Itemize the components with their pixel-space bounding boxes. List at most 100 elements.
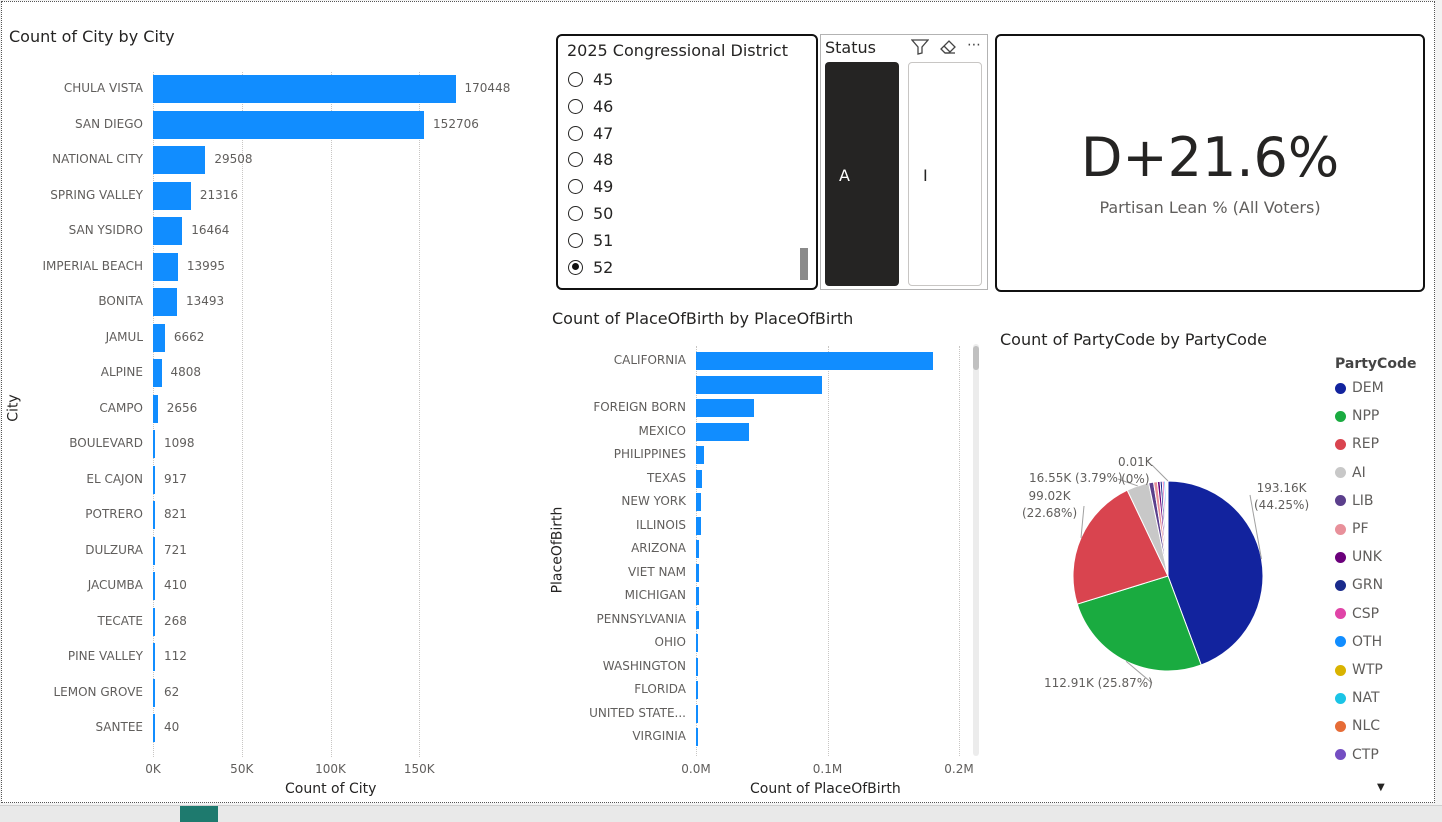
- legend-swatch: [1335, 636, 1346, 647]
- legend-item-pf[interactable]: PF: [1335, 521, 1369, 537]
- status-tile-a-label: A: [839, 166, 850, 185]
- bar: [696, 705, 698, 723]
- bar: [153, 253, 178, 281]
- district-option-48[interactable]: 48: [568, 150, 613, 169]
- data-label: 13493: [186, 294, 224, 308]
- radio-button[interactable]: [568, 206, 583, 221]
- gridline: [419, 72, 420, 757]
- bar: [696, 470, 702, 488]
- legend-swatch: [1335, 411, 1346, 422]
- category-label: MICHIGAN: [547, 588, 686, 602]
- category-label: POTRERO: [2, 507, 143, 521]
- legend-swatch: [1335, 749, 1346, 760]
- district-slicer[interactable]: 2025 Congressional District 45 46 47 48 49 50…: [556, 34, 818, 290]
- bar: [696, 728, 698, 746]
- category-label: TECATE: [2, 614, 143, 628]
- legend-item-lib[interactable]: LIB: [1335, 493, 1374, 509]
- bar: [153, 182, 191, 210]
- eraser-icon[interactable]: [939, 39, 957, 59]
- legend-label: AI: [1352, 465, 1366, 481]
- bar: [696, 399, 754, 417]
- legend-label: UNK: [1352, 549, 1382, 565]
- category-label: CALIFORNIA: [547, 353, 686, 367]
- legend-label: CTP: [1352, 747, 1379, 763]
- legend-item-csp[interactable]: CSP: [1335, 606, 1379, 622]
- legend-item-rep[interactable]: REP: [1335, 436, 1379, 452]
- bar: [696, 681, 698, 699]
- district-slicer-title: 2025 Congressional District: [567, 41, 788, 60]
- report-canvas: Count of City by City City Count of City…: [1, 1, 1435, 803]
- legend-item-dem[interactable]: DEM: [1335, 380, 1384, 396]
- district-option-45[interactable]: 45: [568, 70, 613, 89]
- x-tick-label: 0.0M: [681, 762, 710, 776]
- legend-item-unk[interactable]: UNK: [1335, 549, 1382, 565]
- bar: [153, 324, 165, 352]
- district-option-49[interactable]: 49: [568, 177, 613, 196]
- status-tile-a[interactable]: A: [825, 62, 899, 286]
- data-label: 721: [164, 543, 187, 557]
- district-option-label: 46: [593, 97, 613, 116]
- legend-item-nat[interactable]: NAT: [1335, 690, 1380, 706]
- legend-swatch: [1335, 608, 1346, 619]
- bar: [696, 493, 701, 511]
- bar: [153, 679, 155, 707]
- x-tick-label: 50K: [230, 762, 253, 776]
- kpi-value: D+21.6%: [997, 128, 1423, 188]
- radio-button[interactable]: [568, 72, 583, 87]
- district-scrollbar[interactable]: [800, 248, 808, 280]
- legend-item-nlc[interactable]: NLC: [1335, 718, 1380, 734]
- legend-title: PartyCode: [1335, 356, 1416, 372]
- bar: [696, 517, 701, 535]
- legend-swatch: [1335, 693, 1346, 704]
- pie-leader-line: [1152, 465, 1168, 481]
- legend-item-ctp[interactable]: CTP: [1335, 747, 1379, 763]
- partycode-pie-chart[interactable]: Count of PartyCode by PartyCode 193.16K(…: [992, 302, 1432, 802]
- legend-item-wtp[interactable]: WTP: [1335, 662, 1383, 678]
- filter-icon[interactable]: [911, 39, 929, 59]
- page-tab[interactable]: [180, 806, 218, 822]
- legend-label: REP: [1352, 436, 1379, 452]
- radio-button[interactable]: [568, 260, 583, 275]
- district-option-label: 48: [593, 150, 613, 169]
- category-label: SPRING VALLEY: [2, 188, 143, 202]
- bar: [153, 608, 155, 636]
- district-option-51[interactable]: 51: [568, 231, 613, 250]
- category-label: JAMUL: [2, 330, 143, 344]
- pie-data-label: 112.91K (25.87%): [1044, 675, 1153, 692]
- bar: [696, 446, 704, 464]
- district-option-52[interactable]: 52: [568, 258, 613, 277]
- radio-button[interactable]: [568, 152, 583, 167]
- district-option-47[interactable]: 47: [568, 124, 613, 143]
- legend-item-ai[interactable]: AI: [1335, 465, 1366, 481]
- radio-button[interactable]: [568, 126, 583, 141]
- radio-button[interactable]: [568, 179, 583, 194]
- district-option-label: 47: [593, 124, 613, 143]
- district-option-50[interactable]: 50: [568, 204, 613, 223]
- legend-label: NLC: [1352, 718, 1380, 734]
- legend-label: PF: [1352, 521, 1369, 537]
- category-label: CHULA VISTA: [2, 81, 143, 95]
- legend-item-oth[interactable]: OTH: [1335, 634, 1382, 650]
- data-label: 4808: [171, 365, 202, 379]
- bar: [696, 634, 698, 652]
- more-options-icon[interactable]: ⋯: [967, 37, 981, 53]
- district-option-46[interactable]: 46: [568, 97, 613, 116]
- status-tile-i[interactable]: I: [908, 62, 982, 286]
- city-bar-chart[interactable]: Count of City by City City Count of City…: [2, 2, 542, 802]
- category-label: BONITA: [2, 294, 143, 308]
- page-tabs-bar: [0, 805, 1442, 822]
- legend-item-grn[interactable]: GRN: [1335, 577, 1383, 593]
- x-tick-label: 150K: [404, 762, 435, 776]
- gridline: [959, 346, 960, 756]
- radio-button[interactable]: [568, 233, 583, 248]
- legend-scroll-down-icon[interactable]: ▼: [1377, 782, 1385, 793]
- radio-button[interactable]: [568, 99, 583, 114]
- gridline: [331, 72, 332, 757]
- legend-swatch: [1335, 467, 1346, 478]
- x-tick-label: 0.1M: [813, 762, 842, 776]
- status-slicer[interactable]: Status ⋯ A I: [820, 34, 988, 290]
- district-option-label: 50: [593, 204, 613, 223]
- placeofbirth-bar-chart[interactable]: Count of PlaceOfBirth by PlaceOfBirth Pl…: [547, 302, 987, 802]
- bar: [153, 572, 155, 600]
- legend-item-npp[interactable]: NPP: [1335, 408, 1379, 424]
